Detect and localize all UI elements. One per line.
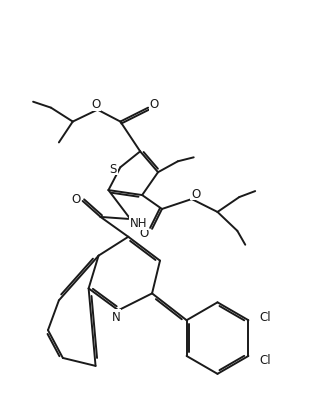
Text: O: O — [191, 187, 200, 200]
Text: O: O — [91, 98, 100, 111]
Text: O: O — [71, 192, 80, 205]
Text: Cl: Cl — [260, 310, 271, 323]
Text: Cl: Cl — [260, 353, 271, 366]
Text: NH: NH — [130, 217, 147, 230]
Text: N: N — [112, 310, 121, 323]
Text: S: S — [110, 162, 117, 175]
Text: O: O — [149, 98, 159, 111]
Text: O: O — [140, 227, 149, 240]
